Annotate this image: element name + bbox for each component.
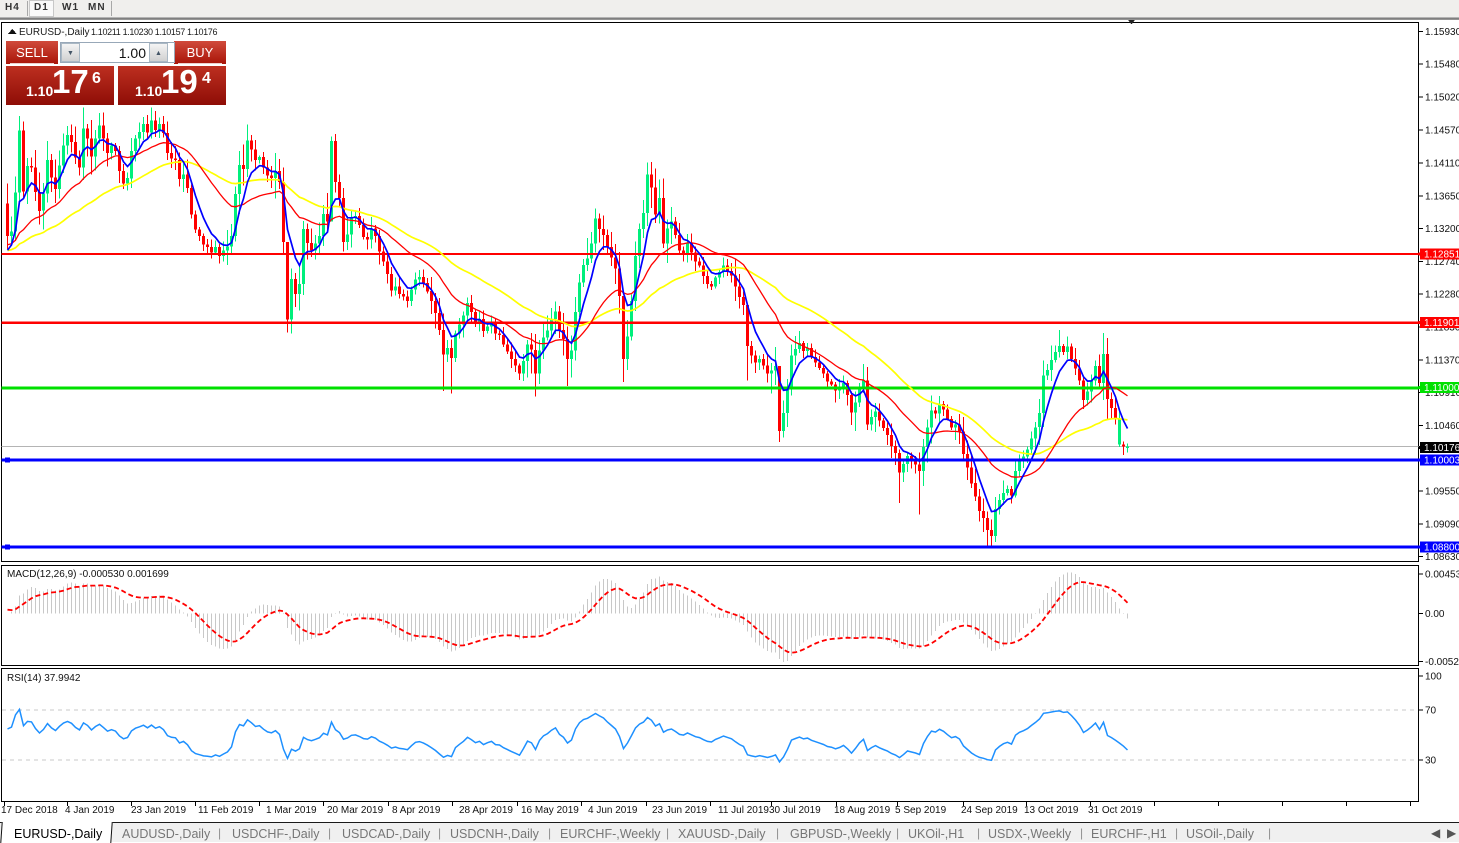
svg-text:1.12851: 1.12851 — [1424, 250, 1459, 261]
svg-text:4 Jun 2019: 4 Jun 2019 — [588, 805, 638, 816]
svg-text:1.08630: 1.08630 — [1425, 552, 1459, 563]
svg-text:11 Jul 2019: 11 Jul 2019 — [718, 805, 769, 816]
svg-text:1.13650: 1.13650 — [1425, 192, 1459, 203]
svg-text:1.12280: 1.12280 — [1425, 290, 1459, 301]
svg-text:28 Apr 2019: 28 Apr 2019 — [459, 805, 513, 816]
svg-text:18 Aug 2019: 18 Aug 2019 — [834, 805, 891, 816]
svg-text:1.10176: 1.10176 — [1424, 443, 1459, 454]
svg-text:1.10211 1.10230 1.10157 1.1017: 1.10211 1.10230 1.10157 1.10176 — [91, 27, 217, 37]
svg-text:1.14110: 1.14110 — [1425, 159, 1459, 170]
svg-text:23 Jan 2019: 23 Jan 2019 — [131, 805, 186, 816]
svg-text:1.08800: 1.08800 — [1424, 543, 1459, 554]
svg-text:1.14570: 1.14570 — [1425, 126, 1459, 137]
svg-text:11 Feb 2019: 11 Feb 2019 — [198, 805, 254, 816]
svg-text:1.11370: 1.11370 — [1425, 356, 1459, 367]
svg-text:1.09090: 1.09090 — [1425, 520, 1459, 531]
svg-text:0.004536: 0.004536 — [1425, 570, 1459, 581]
svg-text:1.12740: 1.12740 — [1425, 257, 1459, 268]
svg-text:31 Oct 2019: 31 Oct 2019 — [1088, 805, 1143, 816]
svg-text:16 May 2019: 16 May 2019 — [521, 805, 579, 816]
svg-text:5 Sep 2019: 5 Sep 2019 — [895, 805, 947, 816]
svg-text:1.15930: 1.15930 — [1425, 27, 1459, 38]
svg-text:0.00: 0.00 — [1425, 609, 1445, 620]
svg-text:30 Jul 2019: 30 Jul 2019 — [769, 805, 821, 816]
svg-text:1.10460: 1.10460 — [1425, 421, 1459, 432]
svg-text:1.10910: 1.10910 — [1425, 388, 1459, 399]
svg-text:1.11000: 1.11000 — [1424, 383, 1459, 394]
svg-text:1.15020: 1.15020 — [1425, 93, 1459, 104]
svg-text:70: 70 — [1425, 706, 1437, 717]
svg-text:8 Apr 2019: 8 Apr 2019 — [392, 805, 441, 816]
svg-text:1.15480: 1.15480 — [1425, 60, 1459, 71]
svg-text:EURUSD-,Daily: EURUSD-,Daily — [19, 27, 90, 38]
svg-text:20 Mar 2019: 20 Mar 2019 — [327, 805, 384, 816]
svg-text:30: 30 — [1425, 756, 1437, 767]
svg-text:1 Mar 2019: 1 Mar 2019 — [266, 805, 317, 816]
svg-text:1.11901: 1.11901 — [1424, 318, 1459, 329]
svg-text:100: 100 — [1425, 672, 1442, 683]
svg-text:1.13200: 1.13200 — [1425, 224, 1459, 235]
svg-text:-0.00520: -0.00520 — [1425, 657, 1459, 668]
svg-text:4 Jan 2019: 4 Jan 2019 — [65, 805, 115, 816]
svg-text:24 Sep 2019: 24 Sep 2019 — [961, 805, 1018, 816]
svg-text:13 Oct 2019: 13 Oct 2019 — [1024, 805, 1079, 816]
svg-text:17 Dec 2018: 17 Dec 2018 — [1, 805, 58, 816]
svg-text:1.09550: 1.09550 — [1425, 487, 1459, 498]
svg-text:MACD(12,26,9) -0.000530 0.0016: MACD(12,26,9) -0.000530 0.001699 — [7, 569, 169, 580]
svg-text:23 Jun 2019: 23 Jun 2019 — [652, 805, 707, 816]
svg-text:1.10003: 1.10003 — [1424, 456, 1459, 467]
svg-text:RSI(14) 37.9942: RSI(14) 37.9942 — [7, 673, 81, 684]
